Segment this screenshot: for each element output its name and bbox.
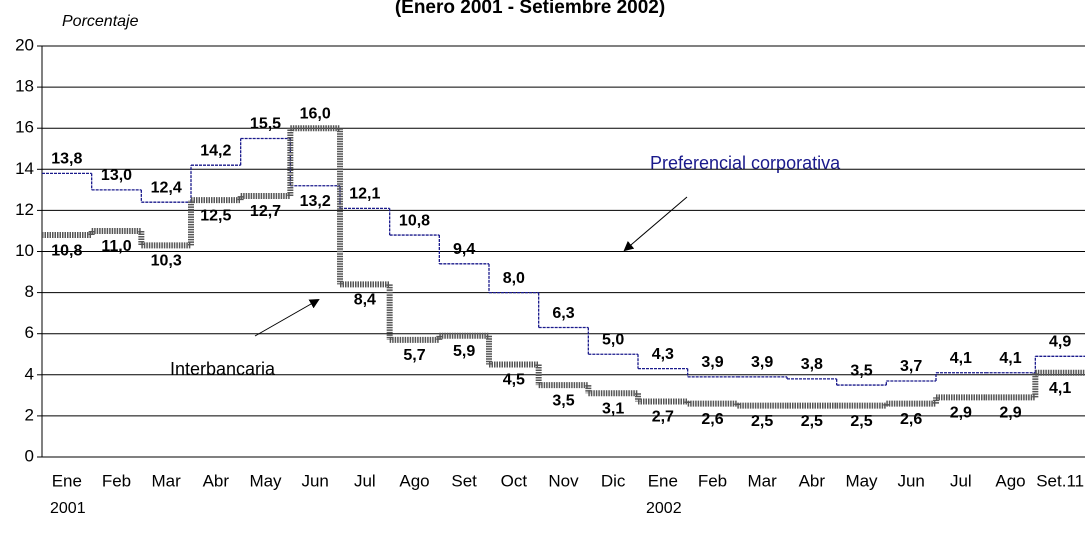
data-label: 2,6: [701, 411, 723, 428]
data-label: 2,7: [652, 409, 674, 426]
data-label: 8,0: [503, 270, 525, 287]
x-tick-label: Set.11: [1036, 471, 1084, 490]
chart-title: (Enero 2001 - Setiembre 2002): [395, 0, 665, 18]
y-tick-label: 18: [15, 77, 34, 96]
x-tick-label: Mar: [152, 471, 182, 490]
data-label: 13,0: [101, 167, 132, 184]
data-label: 5,0: [602, 331, 624, 348]
data-label: 3,8: [801, 356, 823, 373]
y-tick-label: 10: [15, 241, 34, 260]
data-label: 2,9: [950, 405, 972, 422]
x-tick-label: Set: [451, 471, 477, 490]
x-tick-label: Ene: [52, 471, 82, 490]
data-label: 5,7: [403, 347, 425, 364]
data-label: 12,7: [250, 203, 281, 220]
data-label: 6,3: [552, 305, 574, 322]
x-tick-label: Jul: [950, 471, 972, 490]
data-label: 4,1: [1049, 380, 1071, 397]
x-tick-label: Dic: [601, 471, 626, 490]
y-axis-title: Porcentaje: [62, 13, 139, 30]
x-tick-label: May: [249, 471, 282, 490]
x-year-label: 2002: [646, 500, 682, 517]
data-label: 3,7: [900, 358, 922, 375]
data-label: 4,5: [503, 372, 525, 389]
y-tick-label: 4: [25, 364, 34, 383]
data-label: 2,5: [850, 413, 872, 430]
data-label: 4,1: [999, 350, 1021, 367]
data-label: 2,5: [801, 413, 823, 430]
data-label: 10,8: [399, 212, 430, 229]
y-tick-label: 16: [15, 118, 34, 137]
data-label: 4,3: [652, 346, 674, 363]
y-tick-label: 12: [15, 200, 34, 219]
data-label: 3,9: [701, 354, 723, 371]
data-label: 11,0: [101, 238, 131, 255]
data-label: 9,4: [453, 241, 475, 258]
x-tick-label: Ene: [648, 471, 678, 490]
data-label: 8,4: [354, 292, 376, 309]
data-label: 10,8: [51, 242, 82, 259]
x-tick-label: Ago: [995, 471, 1025, 490]
data-label: 13,8: [51, 151, 82, 168]
x-tick-label: Jul: [354, 471, 376, 490]
series-annotation: Preferencial corporativa: [650, 153, 841, 173]
data-label: 12,4: [151, 179, 182, 196]
x-tick-label: Mar: [748, 471, 778, 490]
data-label: 4,1: [950, 350, 972, 367]
y-tick-label: 2: [25, 405, 34, 424]
x-tick-label: Abr: [799, 471, 826, 490]
data-label: 12,1: [349, 186, 380, 203]
y-tick-label: 6: [25, 323, 34, 342]
data-label: 2,5: [751, 413, 773, 430]
data-label: 14,2: [200, 142, 231, 159]
data-label: 5,9: [453, 343, 475, 360]
data-label: 12,5: [200, 207, 231, 224]
arrow: [623, 196, 688, 252]
data-label: 15,5: [250, 116, 281, 133]
x-tick-label: Feb: [102, 471, 131, 490]
x-tick-label: Abr: [203, 471, 230, 490]
data-label: 10,3: [151, 253, 182, 270]
data-label: 13,2: [300, 193, 331, 210]
data-label: 2,9: [999, 405, 1021, 422]
data-label: 3,1: [602, 401, 624, 418]
data-label: 3,5: [850, 362, 872, 379]
x-tick-label: Jun: [301, 471, 328, 490]
x-tick-label: Jun: [897, 471, 924, 490]
data-label: 2,6: [900, 411, 922, 428]
x-year-label: 2001: [50, 500, 86, 517]
arrow: [254, 299, 320, 337]
y-tick-label: 14: [15, 159, 34, 178]
series-annotation: Interbancaria: [170, 359, 276, 379]
x-tick-label: Oct: [501, 471, 528, 490]
data-label: 16,0: [300, 105, 331, 122]
y-tick-label: 0: [25, 446, 34, 465]
x-tick-label: Feb: [698, 471, 727, 490]
data-label: 4,9: [1049, 334, 1071, 351]
x-tick-label: May: [845, 471, 878, 490]
x-tick-label: Ago: [399, 471, 429, 490]
data-label: 3,9: [751, 354, 773, 371]
x-tick-label: Nov: [548, 471, 579, 490]
y-tick-label: 8: [25, 282, 34, 301]
data-label: 3,5: [552, 392, 574, 409]
y-tick-label: 20: [15, 35, 34, 54]
